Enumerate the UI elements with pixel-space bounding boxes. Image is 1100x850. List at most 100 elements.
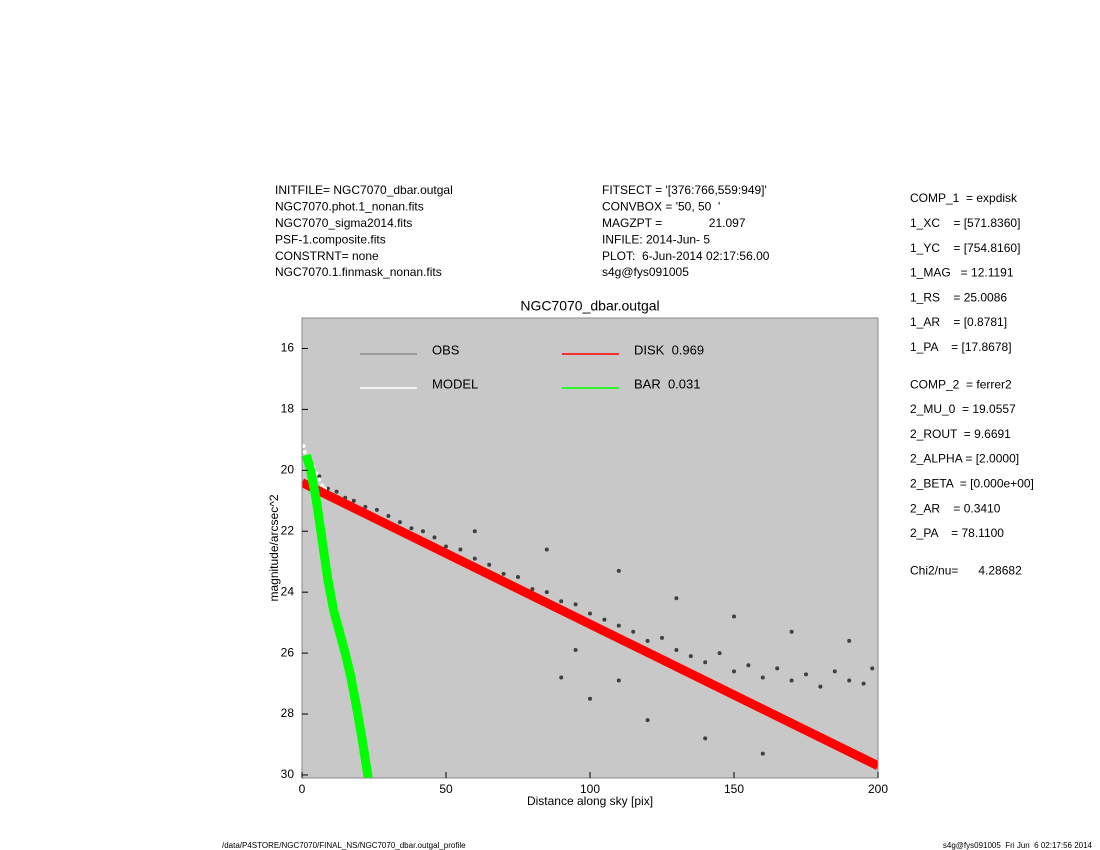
data-point	[317, 477, 322, 482]
param-line: 2_ROUT = 9.6691	[910, 427, 1011, 441]
data-point	[320, 483, 325, 488]
data-point	[660, 635, 664, 640]
data-point	[302, 450, 307, 455]
data-point	[544, 590, 549, 595]
data-point	[631, 629, 636, 634]
param-line: 1_RS = 25.0086	[910, 290, 1007, 304]
data-point	[616, 678, 621, 683]
x-tick-label: 100	[580, 782, 600, 796]
header-middle-line: MAGZPT = 21.097	[602, 216, 746, 230]
param-line: 2_AR = 0.3410	[910, 501, 1001, 515]
header-left-line: PSF-1.composite.fits	[275, 232, 386, 246]
data-point	[444, 544, 448, 549]
data-point	[688, 654, 693, 659]
param-line: 2_MU_0 = 19.0557	[910, 402, 1016, 416]
data-point	[832, 669, 837, 674]
param-line: 1_XC = [571.8360]	[910, 216, 1020, 230]
data-point	[516, 574, 520, 579]
data-point	[374, 507, 379, 512]
header-left-line: CONSTRNT= none	[275, 249, 379, 263]
param-line: 1_AR = [0.8781]	[910, 315, 1007, 329]
data-point	[775, 666, 780, 671]
data-point	[472, 529, 477, 534]
header-middle-line: s4g@fys091005	[602, 265, 689, 279]
data-point	[573, 648, 578, 653]
param-line: 2_BETA = [0.000e+00]	[910, 476, 1034, 490]
data-line	[302, 453, 373, 778]
plot-background	[302, 318, 878, 778]
data-point	[674, 648, 679, 653]
param-line: 1_MAG = 12.1191	[910, 266, 1014, 280]
data-point	[573, 602, 578, 607]
data-point	[717, 651, 722, 656]
plot-layer	[302, 443, 878, 778]
param-line: 2_PA = 78.1100	[910, 526, 1004, 540]
legend-label: DISK 0.969	[634, 342, 704, 357]
footer-right: s4g@fys091005 Fri Jun 6 02:17:56 2014	[943, 841, 1093, 850]
param-line: 2_ALPHA = [2.0000]	[910, 452, 1019, 466]
data-point	[409, 526, 414, 531]
data-point	[602, 617, 607, 622]
data-point	[847, 678, 852, 683]
data-point	[732, 669, 736, 674]
data-point	[616, 568, 621, 573]
data-point	[703, 660, 708, 665]
data-point	[861, 681, 866, 686]
x-tick-label: 50	[439, 782, 453, 796]
y-tick-label: 18	[281, 402, 295, 416]
param-line: 1_YC = [754.8160]	[910, 241, 1020, 255]
data-point	[760, 675, 765, 680]
header-left-line: NGC7070.phot.1_nonan.fits	[275, 200, 424, 214]
data-point	[760, 751, 765, 756]
data-point	[420, 529, 425, 534]
legend-label: MODEL	[432, 376, 478, 391]
y-tick-label: 20	[281, 462, 295, 476]
x-tick-label: 200	[868, 782, 888, 796]
data-point	[645, 638, 650, 643]
footer-left: /data/P4STORE/NGC7070/FINAL_NS/NGC7070_d…	[222, 841, 466, 850]
x-tick-label: 150	[724, 782, 744, 796]
data-point	[302, 443, 306, 448]
data-point	[397, 520, 402, 525]
data-point	[432, 535, 437, 540]
data-point	[386, 514, 391, 519]
data-line	[302, 478, 878, 770]
legend-label: OBS	[432, 342, 460, 357]
data-point	[703, 736, 708, 741]
data-point	[746, 663, 751, 668]
data-point	[616, 623, 621, 628]
data-point	[789, 629, 794, 634]
data-point	[472, 556, 477, 561]
param-line: Chi2/nu= 4.28682	[910, 563, 1022, 577]
x-tick-label: 0	[299, 782, 306, 796]
param-line: 1_PA = [17.8678]	[910, 340, 1012, 354]
y-tick-label: 16	[281, 341, 295, 355]
data-point	[544, 547, 549, 552]
y-tick-label: 30	[281, 767, 295, 781]
param-line: COMP_1 = expdisk	[910, 191, 1018, 205]
y-tick-label: 28	[281, 706, 295, 720]
data-point	[588, 696, 592, 701]
data-point	[559, 599, 564, 604]
y-axis-label: magnitude/arcsec^2	[267, 494, 281, 601]
data-point	[804, 672, 808, 677]
y-tick-label: 26	[281, 645, 295, 659]
y-tick-label: 22	[281, 523, 295, 537]
data-point	[458, 547, 463, 552]
data-point	[789, 678, 794, 683]
header-middle-line: CONVBOX = '50, 50 '	[602, 200, 720, 214]
data-point	[351, 498, 356, 503]
header-middle-line: PLOT: 6-Jun-2014 02:17:56.00	[602, 249, 770, 263]
data-point	[870, 666, 875, 671]
data-point	[847, 638, 852, 643]
data-point	[334, 489, 339, 494]
data-point	[674, 596, 679, 601]
header-left-line: INITFILE= NGC7070_dbar.outgal	[275, 183, 453, 197]
header-left-line: NGC7070.1.finmask_nonan.fits	[275, 265, 442, 279]
data-point	[325, 486, 330, 491]
data-point	[645, 718, 650, 723]
data-point	[588, 611, 592, 616]
data-point	[732, 614, 736, 619]
data-point	[317, 474, 322, 479]
data-point	[818, 684, 823, 689]
